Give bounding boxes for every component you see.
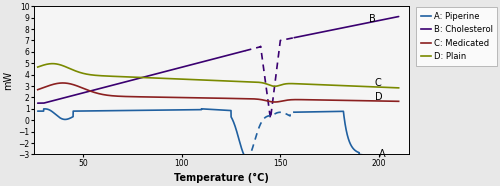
Text: A: A bbox=[379, 149, 386, 159]
X-axis label: Temperature (°C): Temperature (°C) bbox=[174, 173, 268, 183]
Legend: A: Piperine, B: Cholesterol, C: Medicated, D: Plain: A: Piperine, B: Cholesterol, C: Medicate… bbox=[416, 7, 497, 65]
Y-axis label: mW: mW bbox=[3, 71, 13, 90]
Text: B: B bbox=[369, 14, 376, 24]
Text: D: D bbox=[375, 92, 382, 102]
Text: C: C bbox=[375, 78, 382, 88]
